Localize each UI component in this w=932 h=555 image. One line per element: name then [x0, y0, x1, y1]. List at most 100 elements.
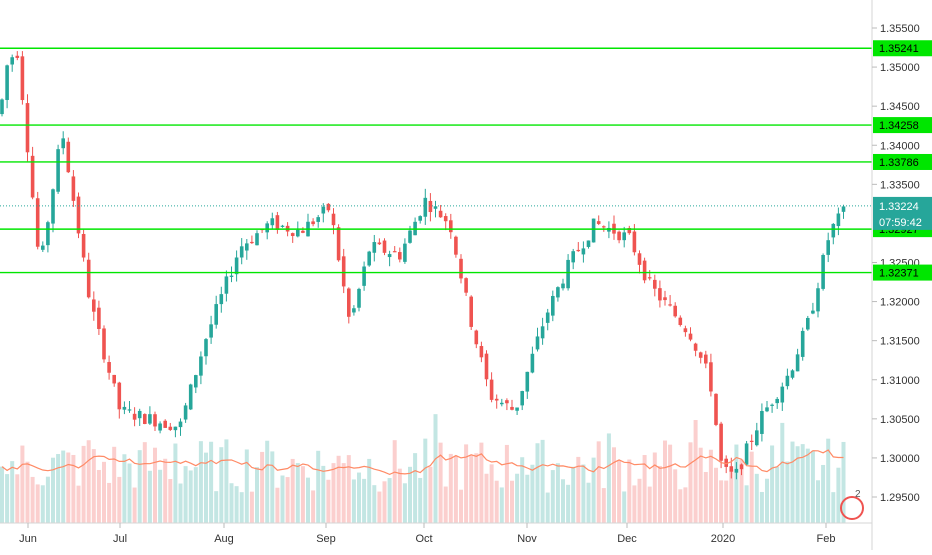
volume-bar — [15, 474, 20, 523]
volume-bar — [142, 442, 147, 523]
candle-body — [709, 362, 713, 392]
volume-bar — [76, 485, 81, 523]
candle-body — [357, 288, 361, 308]
volume-bar — [617, 459, 622, 523]
volume-bar — [790, 441, 795, 523]
candle-body — [551, 295, 555, 316]
candle-body — [795, 354, 800, 372]
volume-bar — [770, 445, 775, 523]
volume-bar — [275, 487, 280, 523]
candle-body — [617, 231, 621, 241]
volume-bar — [469, 455, 474, 523]
volume-bar — [678, 489, 683, 523]
time-axis[interactable]: Jun Jul Aug Sep Oct Nov Dec 2020 Feb — [19, 523, 835, 545]
volume-bar — [249, 491, 254, 523]
volume-bar — [586, 482, 591, 523]
candle-body — [204, 339, 208, 357]
volume-bar — [387, 478, 392, 523]
candle-body — [469, 296, 473, 327]
volume-layer — [0, 414, 846, 523]
volume-bar — [408, 466, 412, 523]
time-tick-label: Feb — [817, 533, 836, 545]
candle-body — [76, 196, 81, 234]
candle-body — [245, 243, 249, 251]
candle-body — [586, 240, 591, 247]
candle-body — [321, 206, 326, 214]
volume-bar — [729, 469, 734, 523]
candle-body — [520, 391, 524, 406]
candle-body — [336, 227, 341, 261]
candle-body — [5, 65, 9, 100]
candle-body — [362, 266, 366, 286]
volume-bar — [433, 414, 438, 523]
volume-bar — [122, 454, 127, 523]
candle-body — [341, 256, 346, 287]
candle-body — [194, 375, 198, 388]
candle-body — [683, 328, 688, 333]
volume-bar — [448, 453, 453, 523]
candle-body — [540, 326, 545, 339]
candle-body — [489, 379, 494, 400]
volume-bar — [474, 453, 479, 523]
candle-body — [760, 411, 764, 434]
volume-bar — [66, 452, 71, 523]
candle-body — [449, 220, 453, 233]
volume-bar — [571, 466, 576, 523]
volume-bar — [805, 448, 810, 523]
candle-body — [816, 288, 820, 312]
volume-bar — [147, 470, 152, 523]
volume-bar — [765, 478, 769, 523]
candle-body — [561, 283, 565, 289]
candle-body — [765, 407, 769, 412]
volume-bar — [576, 456, 581, 523]
candle-body — [454, 236, 458, 255]
volume-bar — [285, 477, 290, 523]
candle-body — [35, 198, 40, 247]
candle-body — [464, 278, 468, 293]
volume-bar — [290, 458, 295, 523]
volume-bar — [418, 477, 423, 523]
volume-bar — [510, 480, 514, 523]
candle-body — [678, 317, 683, 325]
candle-body — [642, 260, 647, 281]
candle-body — [403, 243, 407, 262]
candle-body — [92, 299, 96, 312]
candle-body — [510, 406, 514, 410]
candle-body — [153, 414, 157, 427]
volume-bar — [606, 433, 611, 523]
volume-bar — [688, 442, 693, 523]
volume-bar — [260, 451, 265, 523]
candle-body — [418, 216, 422, 221]
volume-bar — [530, 464, 535, 523]
candle-body — [214, 304, 218, 325]
volume-bar — [744, 485, 749, 523]
volume-bar — [693, 420, 698, 523]
volume-bar — [494, 480, 499, 523]
volume-bar — [351, 479, 356, 523]
candle-body — [423, 197, 428, 217]
level-price-label: 1.35241 — [879, 43, 919, 55]
candle-body — [15, 55, 20, 58]
price-axis[interactable]: 1.355001.350001.345001.340001.335001.325… — [872, 23, 920, 504]
volume-bar — [188, 470, 193, 523]
candle-body — [637, 253, 642, 265]
candle-body — [143, 414, 147, 424]
volume-bar — [637, 478, 642, 523]
price-tick-label: 1.30000 — [880, 453, 920, 465]
time-tick-label: Dec — [617, 533, 637, 545]
candle-body — [698, 352, 703, 358]
candle-body — [30, 155, 35, 198]
candle-body — [86, 259, 91, 298]
candle-body — [148, 414, 152, 424]
candle-body — [326, 203, 331, 211]
candle-body — [301, 230, 305, 233]
candle-body — [653, 279, 657, 289]
volume-bar — [489, 464, 494, 523]
volume-bar — [270, 451, 275, 523]
candle-body — [127, 409, 132, 411]
volume-bar — [499, 487, 504, 523]
candle-body — [296, 229, 300, 237]
volume-bar — [20, 445, 25, 523]
